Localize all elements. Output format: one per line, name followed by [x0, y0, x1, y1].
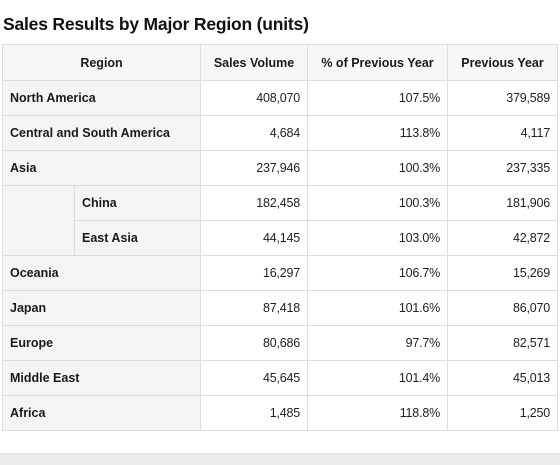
pct-previous-year: 100.3% [307, 150, 449, 186]
sales-volume: 44,145 [200, 220, 309, 256]
header-pct-previous-year: % of Previous Year [307, 44, 449, 81]
sales-volume: 87,418 [200, 290, 309, 326]
table-header: Region Sales Volume % of Previous Year P… [1, 44, 559, 81]
sub-region-indent [2, 185, 75, 256]
sales-volume: 80,686 [200, 325, 309, 361]
region-name: Central and South America [1, 115, 202, 151]
sub-region-name: East Asia [73, 220, 202, 256]
table-row: Europe 80,686 97.7% 82,571 [1, 325, 559, 361]
region-name: Japan [1, 290, 202, 326]
table-row: Africa 1,485 118.8% 1,250 [1, 395, 559, 431]
header-previous-year: Previous Year [447, 44, 559, 81]
sales-volume: 4,684 [200, 115, 309, 151]
header-sales-volume: Sales Volume [200, 44, 309, 81]
pct-previous-year: 103.0% [307, 220, 449, 256]
region-name: Oceania [1, 255, 202, 291]
pct-previous-year: 97.7% [307, 325, 449, 361]
sub-region-name: China [73, 185, 202, 221]
previous-year: 86,070 [447, 290, 559, 326]
sales-volume: 45,645 [200, 360, 309, 396]
previous-year: 379,589 [447, 80, 559, 116]
sales-table: Region Sales Volume % of Previous Year P… [1, 44, 559, 431]
previous-year: 181,906 [447, 185, 559, 221]
previous-year: 4,117 [447, 115, 559, 151]
previous-year: 237,335 [447, 150, 559, 186]
region-name: Asia [1, 150, 202, 186]
pct-previous-year: 118.8% [307, 395, 449, 431]
region-name: Middle East [1, 360, 202, 396]
sales-volume: 1,485 [200, 395, 309, 431]
table-row: Asia 237,946 100.3% 237,335 [1, 150, 559, 186]
sales-volume: 16,297 [200, 255, 309, 291]
pct-previous-year: 101.6% [307, 290, 449, 326]
sales-volume: 237,946 [200, 150, 309, 186]
region-name: North America [1, 80, 202, 116]
table-body: North America 408,070 107.5% 379,589 Cen… [1, 80, 559, 431]
region-name: Europe [1, 325, 202, 361]
region-name: Africa [1, 395, 202, 431]
table-row: Middle East 45,645 101.4% 45,013 [1, 360, 559, 396]
header-region: Region [1, 44, 202, 81]
header-row: Region Sales Volume % of Previous Year P… [1, 44, 559, 81]
previous-year: 42,872 [447, 220, 559, 256]
page-title: Sales Results by Major Region (units) [3, 14, 309, 34]
previous-year: 45,013 [447, 360, 559, 396]
sales-volume: 408,070 [200, 80, 309, 116]
sales-table-container: Region Sales Volume % of Previous Year P… [1, 44, 559, 431]
previous-year: 82,571 [447, 325, 559, 361]
pct-previous-year: 107.5% [307, 80, 449, 116]
table-row: North America 408,070 107.5% 379,589 [1, 80, 559, 116]
table-row-sub: East Asia 44,145 103.0% 42,872 [3, 220, 559, 256]
previous-year: 1,250 [447, 395, 559, 431]
pct-previous-year: 106.7% [307, 255, 449, 291]
sales-volume: 182,458 [200, 185, 309, 221]
table-row: Oceania 16,297 106.7% 15,269 [1, 255, 559, 291]
table-row-sub: China 182,458 100.3% 181,906 [2, 185, 559, 256]
pct-previous-year: 101.4% [307, 360, 449, 396]
previous-year: 15,269 [447, 255, 559, 291]
table-row: Japan 87,418 101.6% 86,070 [1, 290, 559, 326]
table-row: Central and South America 4,684 113.8% 4… [1, 115, 559, 151]
page-footer-bar [0, 453, 560, 465]
pct-previous-year: 113.8% [307, 115, 449, 151]
pct-previous-year: 100.3% [307, 185, 449, 221]
